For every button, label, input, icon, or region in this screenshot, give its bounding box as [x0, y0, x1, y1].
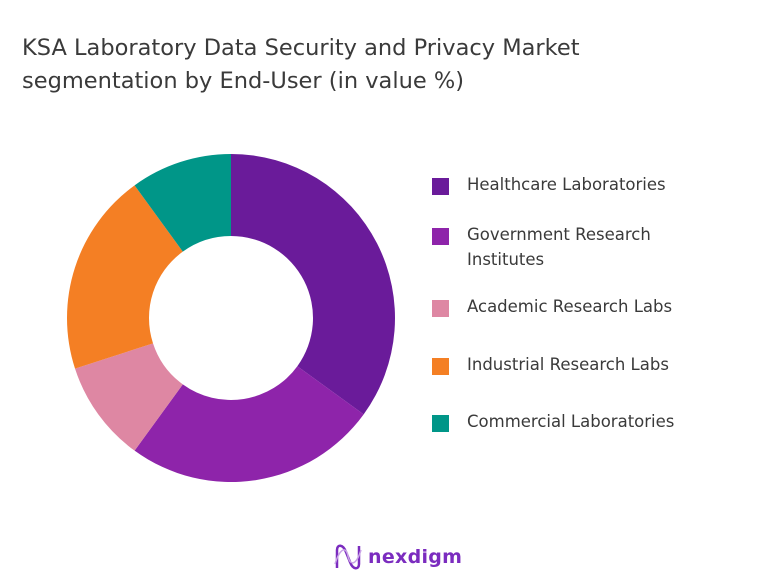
legend-swatch — [432, 358, 449, 375]
legend-label: Academic Research Labs — [467, 297, 673, 316]
legend-item: Commercial Laboratories — [432, 409, 732, 434]
legend-item: Academic Research Labs — [432, 294, 732, 319]
donut-slice-government-research-institutes — [134, 366, 364, 482]
legend-label: Government Research Institutes — [467, 225, 651, 269]
donut-slice-industrial-research-labs — [67, 185, 183, 369]
legend-swatch — [432, 415, 449, 432]
legend-swatch — [432, 300, 449, 317]
legend-item: Healthcare Laboratories — [432, 172, 732, 197]
donut-slice-healthcare-laboratories — [231, 154, 395, 415]
logo-text: nexdigm — [368, 546, 463, 568]
legend-label: Healthcare Laboratories — [467, 175, 666, 194]
legend-label: Commercial Laboratories — [467, 412, 675, 431]
donut-slice-commercial-laboratories — [134, 154, 231, 252]
legend-item: Government Research Institutes — [432, 222, 732, 272]
legend-swatch — [432, 228, 449, 245]
donut-slice-academic-research-labs — [75, 343, 183, 451]
legend-label: Industrial Research Labs — [467, 355, 669, 374]
legend-item: Industrial Research Labs — [432, 352, 732, 377]
nexdigm-wave-icon — [334, 544, 362, 570]
nexdigm-logo: nexdigm — [334, 544, 462, 570]
chart-title: KSA Laboratory Data Security and Privacy… — [22, 35, 580, 94]
legend-swatch — [432, 178, 449, 195]
